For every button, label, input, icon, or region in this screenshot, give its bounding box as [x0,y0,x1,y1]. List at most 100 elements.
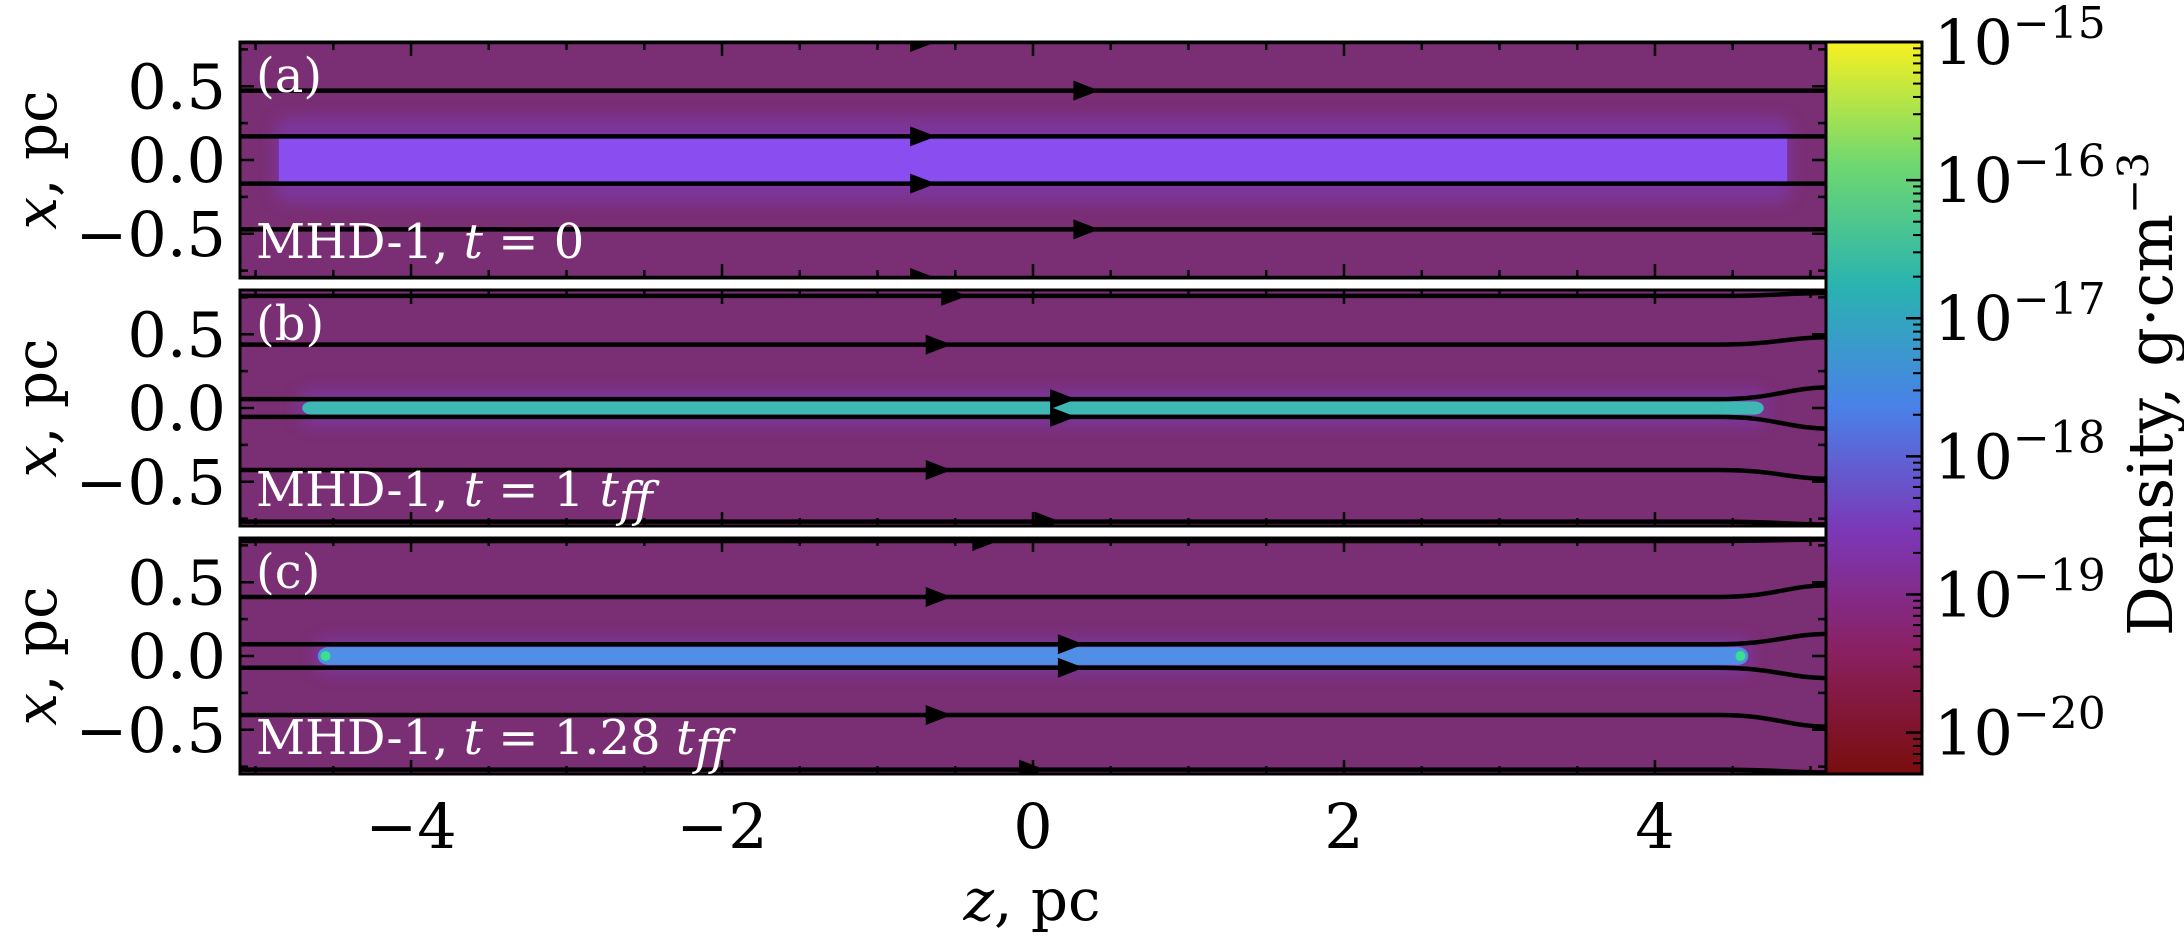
field-line [240,712,1826,729]
annotation-time-value: = 1.28 [483,710,676,766]
panel-plot-area [240,290,1826,526]
field-line [240,538,1826,544]
panel-annotation: MHD-1, t = 1 tff [256,462,660,528]
colorbar-gradient [1826,42,1922,774]
x-axis-label-unit: , pc [994,866,1100,934]
annotation-time-var: t [464,462,484,518]
colorbar-label: Density, g·cm−3 [2109,152,2184,636]
hot-spot [320,651,331,661]
field-line-arrow [1073,219,1100,240]
colorbar-tick-exp: −15 [2013,0,2106,49]
y-tick-label: 0.0 [127,372,226,445]
colorbar-tick-label: 10−17 [1934,274,2106,355]
x-tick-label: 4 [1635,790,1674,863]
panel-annotation: MHD-1, t = 0 [256,214,584,270]
field-line [240,385,1826,402]
panel-ticks [240,290,1826,526]
x-tick-label: −4 [365,790,456,863]
field-line-arrow [925,334,952,355]
colorbar-tick-base: 10 [1934,144,2013,217]
field-line-arrow [1050,389,1077,410]
annotation-time-sub: ff [616,472,660,528]
y-tick-label: −0.5 [75,694,226,767]
colorbar-tick-label: 10−20 [1934,689,2106,770]
field-line [240,467,1826,481]
field-line [240,335,1826,347]
colorbar-tick-exp: −20 [2013,689,2106,740]
colorbar-tick-label: 10−19 [1934,550,2106,631]
panel-tag: (b) [256,296,324,352]
field-line [240,665,1826,681]
annotation-time-var: t [464,214,484,270]
panel-tag: (c) [256,544,320,600]
field-line-arrow [925,459,952,480]
panel-1: 0.50.0−0.5x, pc (a) MHD-1, t = 0 [2,40,1828,280]
filament-core [302,401,1764,415]
colorbar-tick-exp: −17 [2013,274,2106,325]
y-axis-label-var: x [2,445,70,478]
colorbar-tick-base: 10 [1934,6,2013,79]
field-line [240,519,1826,526]
colorbar-tick-label: 10−15 [1934,0,2106,79]
field-line-arrow [1057,657,1084,678]
field-line [240,290,1826,299]
panel-ticks [240,42,1826,278]
panel-plot-area [240,538,1826,774]
x-axis-label-var: z [962,866,994,934]
y-tick-label: 0.5 [127,546,226,619]
y-tick-label: −0.5 [75,446,226,519]
y-axis-label: x, pc [2,338,70,477]
colorbar-tick-base: 10 [1934,558,2013,631]
panel-2: 0.50.0−0.5x, pc (b) MHD-1, t = 1 tff [2,288,1828,528]
annotation-time-var: t [464,710,484,766]
annotation-time-sub: ff [692,720,736,776]
colorbar-tick-exp: −19 [2013,550,2106,601]
annotation-model: MHD-1, [256,710,464,766]
colorbar-tick-exp: −16 [2013,136,2106,187]
colorbar-tick-label: 10−16 [1934,136,2106,217]
filament-core [317,647,1749,665]
field-line-arrow [1050,406,1077,427]
y-axis-label: x, pc [2,586,70,725]
field-line [240,767,1826,774]
hot-spot [1735,651,1746,661]
annotation-time-unit: t [676,710,696,766]
panels: 0.50.0−0.5x, pc(a)MHD-1, t = 00.50.0−0.5… [2,40,1828,776]
filament-core [278,136,1788,184]
panel-ticks [240,538,1826,774]
x-tick-label: 0 [1013,790,1052,863]
y-axis-label: x, pc [2,90,70,229]
y-tick-label: 0.0 [127,124,226,197]
field-line-arrow [1034,511,1061,526]
colorbar-tick-exp: −18 [2013,412,2106,463]
field-line-arrow [972,538,999,551]
field-line-arrow [1057,634,1084,655]
y-axis-label-unit: , pc [2,338,70,444]
panel-annotation: MHD-1, t = 1.28 tff [256,710,736,776]
field-line [240,583,1826,600]
field-line-arrow [925,705,952,725]
field-line-arrow [925,587,952,607]
panel-tag: (a) [256,48,322,104]
colorbar-tick-base: 10 [1934,697,2013,770]
y-axis-label-unit: , pc [2,90,70,196]
y-tick-label: 0.5 [127,50,226,123]
field-line-arrow [1073,80,1100,101]
y-tick-label: 0.0 [127,620,226,693]
panel-plot-area [240,42,1826,278]
colorbar-tick-label: 10−18 [1934,412,2106,493]
colorbar-label-text: Density, g·cm [2114,214,2184,636]
colorbar-tick-base: 10 [1934,420,2013,493]
field-line-arrow [910,173,937,194]
x-tick-label: 2 [1324,790,1363,863]
colorbar-tick-base: 10 [1934,282,2013,355]
y-tick-label: −0.5 [75,198,226,271]
y-axis-label-unit: , pc [2,586,70,692]
y-tick-label: 0.5 [127,298,226,371]
field-line [240,414,1826,431]
field-line-arrow [910,42,937,52]
annotation-time-value: = 1 [483,462,600,518]
annotation-time-unit: t [599,462,619,518]
